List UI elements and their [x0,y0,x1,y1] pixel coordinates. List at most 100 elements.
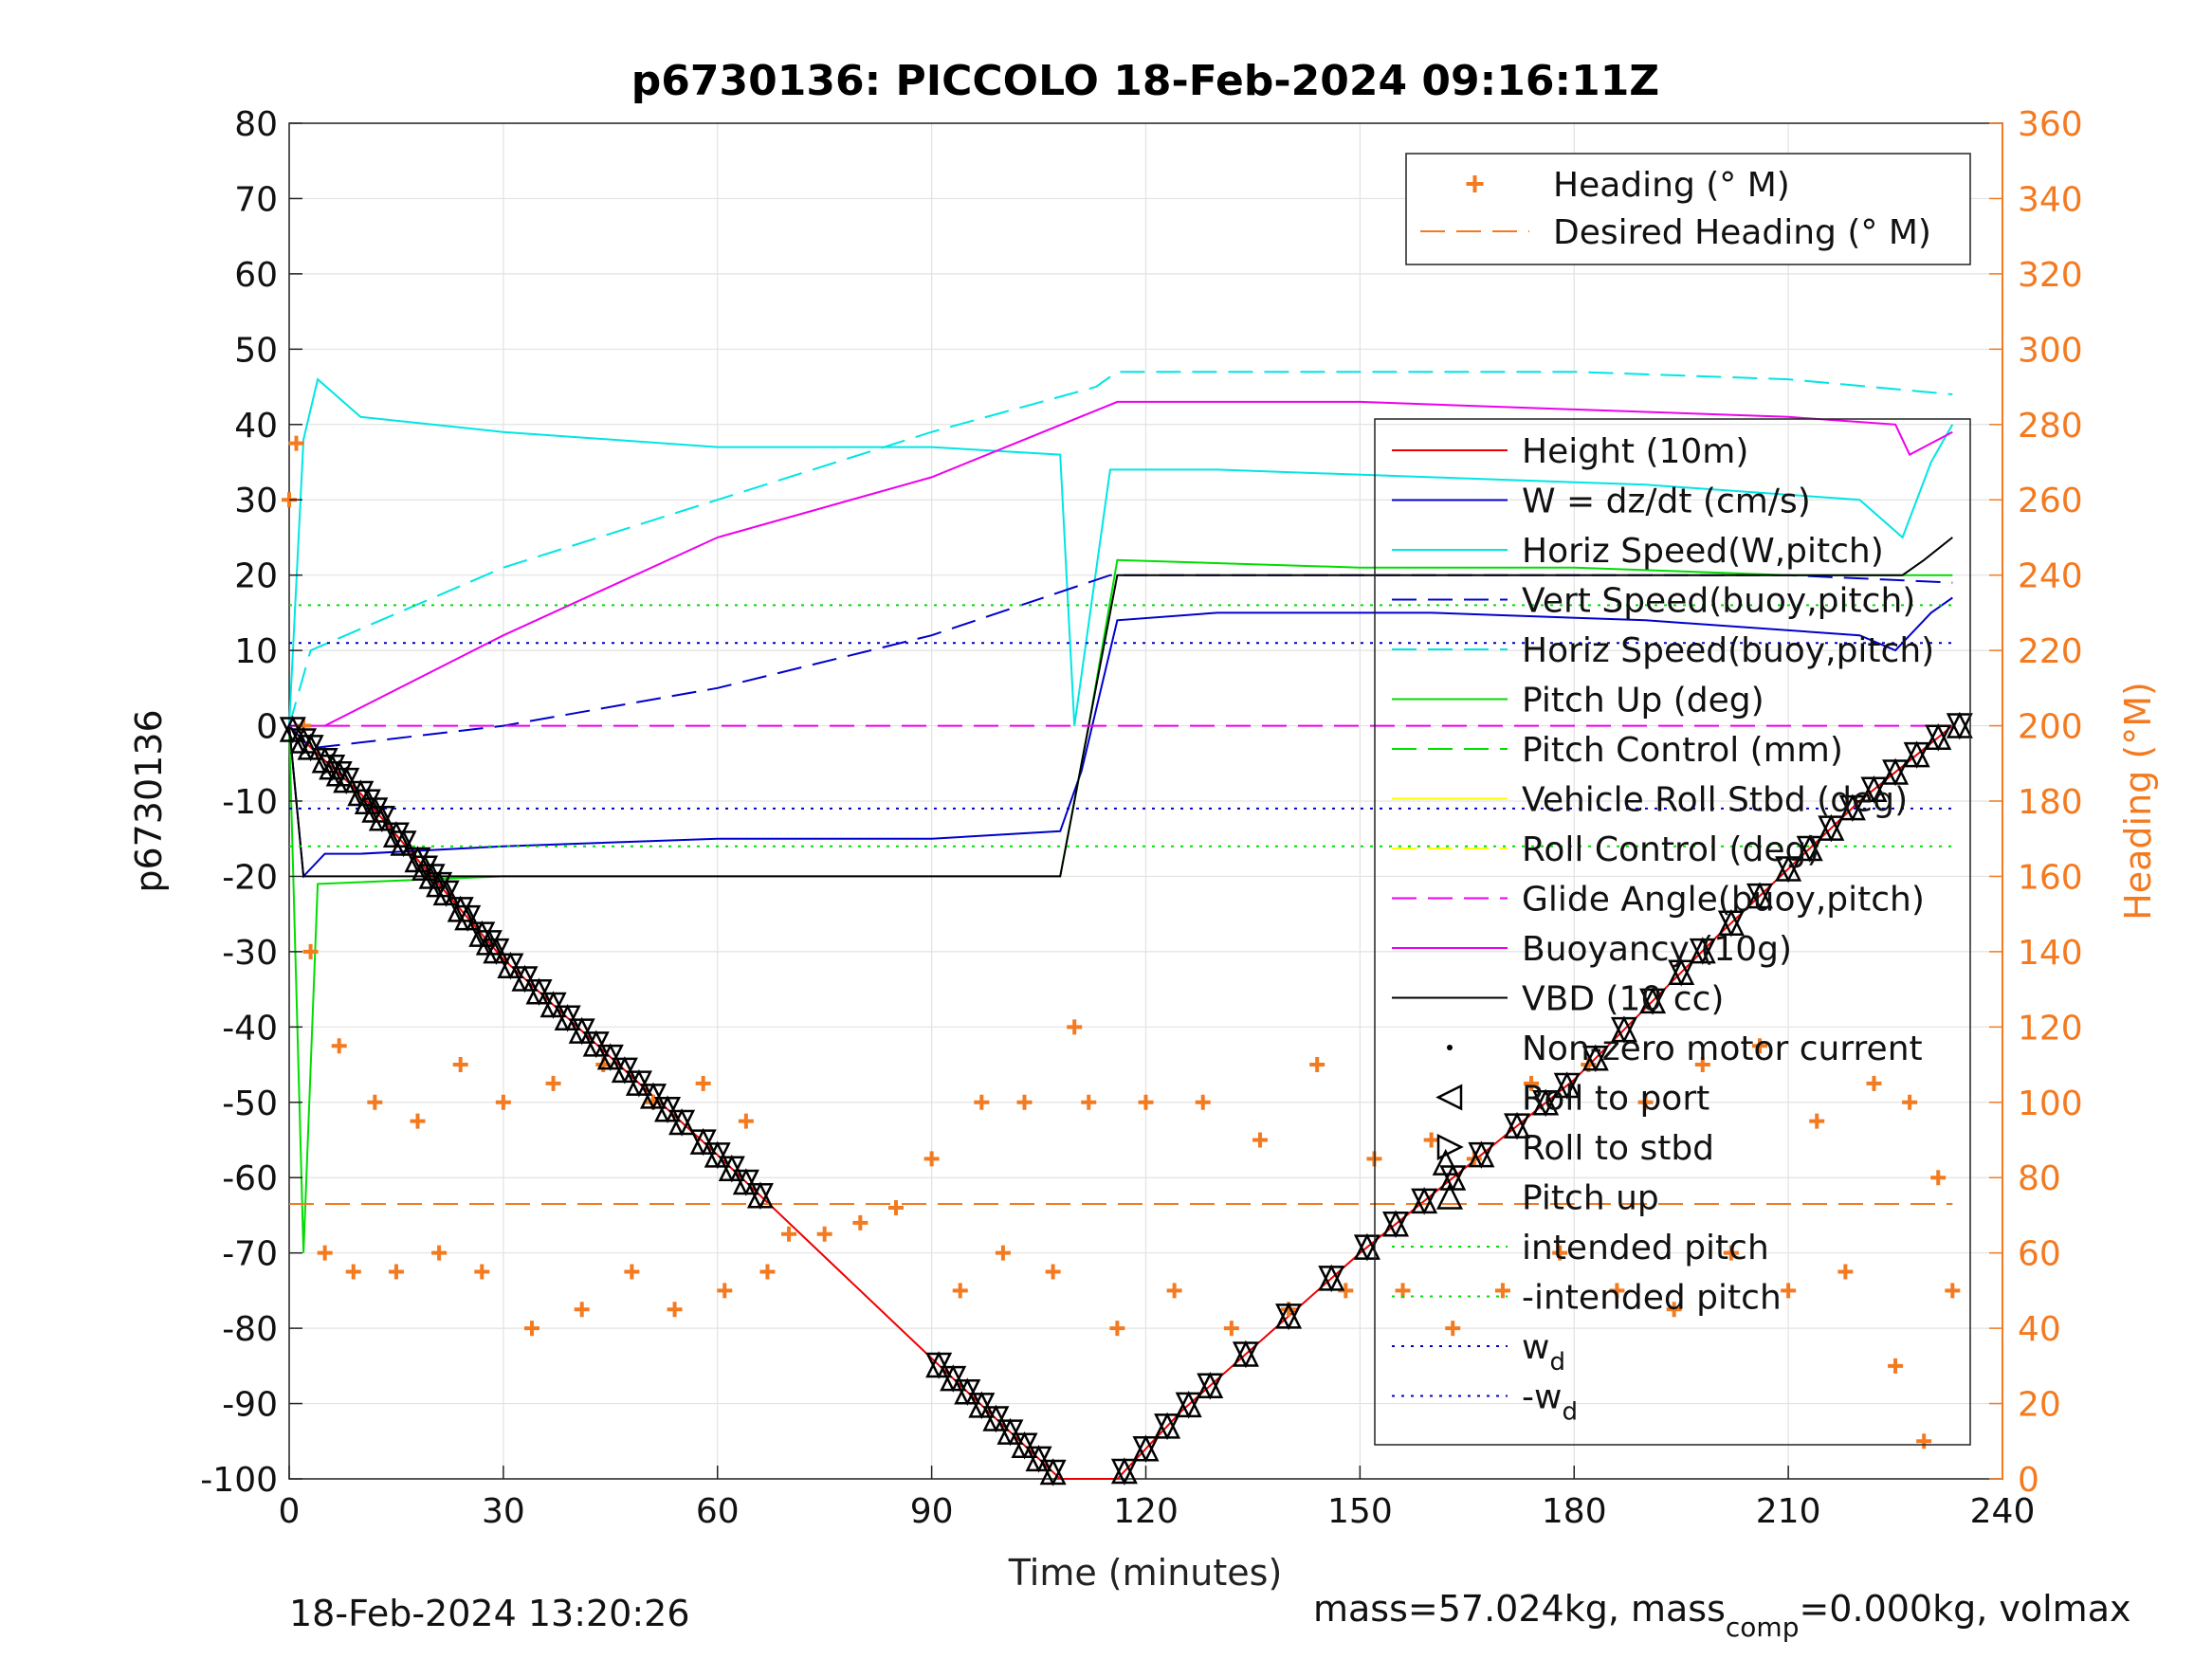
y-tick-label: 0 [256,708,278,747]
roll-marker [1717,910,1745,938]
legend-label: Vert Speed(buoy,pitch) [1522,582,1915,621]
heading-point [1166,1283,1182,1299]
heading-point [1524,1075,1540,1091]
roll-marker [554,1005,581,1032]
heading-point [1445,1321,1461,1337]
heading-point [302,943,319,959]
y-axis-label: p6730136 [128,709,170,892]
legend-entry: Heading (° M) [1466,166,1790,205]
heading-point [452,1057,468,1073]
heading-point [695,1075,711,1091]
x-tick-label: 120 [1113,1492,1179,1531]
roll-marker [582,1031,610,1059]
legend-frame [1374,418,1971,1446]
x-tick-label: 240 [1970,1492,2036,1531]
roll-marker [390,830,417,858]
roll-marker [539,992,567,1019]
legend-entry: Pitch Control (mm) [1392,731,1843,770]
legend-label: Pitch Up (deg) [1522,682,1764,720]
legend-label: Horiz Speed(W,pitch) [1522,532,1884,571]
roll-marker [1411,1188,1438,1215]
y-tick-label: 80 [234,105,278,144]
roll-marker [1011,1432,1038,1460]
heading-point [288,435,304,451]
heading-point [717,1283,733,1299]
roll-marker [1838,794,1866,822]
heading-point [1067,1019,1083,1035]
heading-point [1423,1132,1439,1148]
legend-label-subscript: d [1562,1398,1578,1427]
heading-point [545,1075,561,1091]
legend-label: Roll to port [1522,1080,1709,1119]
roll-marker [1175,1392,1202,1419]
heading-series [282,435,1961,1449]
legend-entry: -wd [1392,1378,1578,1427]
legend-label: VBD (10 cc) [1522,980,1724,1019]
legend-label: Glide Angle(buoy,pitch) [1522,881,1925,920]
heading-point [1888,1358,1904,1374]
legend-label: Roll to stbd [1522,1129,1714,1168]
roll-marker [1110,1458,1138,1486]
legend-entry: Pitch up [1435,1179,1659,1218]
legend-label: Vehicle Roll Stbd (deg) [1522,781,1908,820]
y2-tick-label: 140 [2018,934,2083,973]
legend-label: Buoyancy (10g) [1522,930,1792,969]
heading-point [624,1264,640,1280]
heading-point [331,1038,347,1054]
x-tick-label: 30 [482,1492,525,1531]
legend-entry: Roll Control (deg) [1392,830,1819,869]
x-tick-label: 0 [279,1492,301,1531]
y-tick-label: -60 [222,1159,278,1198]
heading-point [974,1094,990,1110]
y2-tick-label: 40 [2018,1310,2061,1349]
series-line [288,371,1953,726]
roll-marker [968,1393,996,1420]
roll-marker [611,1057,638,1085]
roll-marker [1925,724,1952,752]
legend-label: Heading (° M) [1553,166,1790,205]
heading-point [1109,1321,1125,1337]
roll-marker [1796,835,1823,863]
legend-label: Horiz Speed(buoy,pitch) [1522,631,1934,670]
roll-marker [454,904,482,932]
roll-marker [1746,883,1774,910]
y-tick-label: 20 [234,557,278,596]
heading-point [1494,1283,1510,1299]
legend-entry: W = dz/dt (cm/s) [1392,483,1811,521]
heading-point [1609,1283,1625,1299]
legend-label: W = dz/dt (cm/s) [1522,483,1811,521]
x-axis: 0 30 60 90 120 150 180 210 240 [279,1466,2036,1531]
roll-marker [1039,1459,1067,1486]
legend-symbol [1435,1084,1463,1111]
heading-point [952,1283,968,1299]
roll-marker [718,1156,745,1183]
roll-marker [1882,759,1910,787]
y2-tick-label: 240 [2018,557,2083,596]
heading-point [1666,1302,1682,1318]
legend-entry: Horiz Speed(buoy,pitch) [1392,631,1934,670]
roll-marker [625,1070,652,1098]
roll-marker [1132,1435,1160,1464]
roll-marker [1689,938,1716,965]
heading-point [1309,1057,1325,1073]
series-legend: Height (10m) W = dz/dt (cm/s) Horiz Speed(… [1374,418,1971,1446]
legend-entry: Roll to stbd [1436,1129,1714,1168]
heading-point [367,1094,383,1110]
legend-label: -intended pitch [1522,1279,1782,1318]
y-tick-label: -20 [222,858,278,897]
y2-axis-label: Heading (°M) [2117,682,2159,921]
roll-marker [925,1352,953,1379]
heading-point [1045,1264,1061,1280]
roll-marker [432,880,460,907]
heading-point [816,1226,832,1242]
roll-marker [1503,1113,1531,1140]
y-axis-right: 0 20 40 60 80 100 120 140 160 180 200 220 240 260 280 3… [1989,105,2083,1500]
y2-tick-label: 300 [2018,331,2083,370]
roll-marker [525,979,553,1007]
roll-marker [1353,1234,1380,1262]
legend-label: -wd [1522,1378,1578,1427]
x-tick-label: 210 [1756,1492,1821,1531]
legend-symbol [1435,1182,1464,1210]
y2-tick-label: 60 [2018,1235,2061,1274]
